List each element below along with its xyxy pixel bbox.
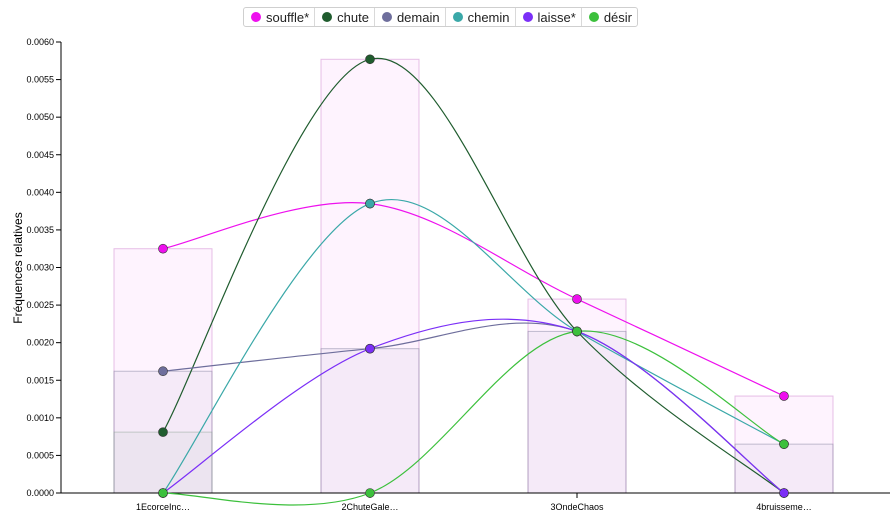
- x-tick-label: 1EcorceInc…: [136, 502, 190, 512]
- series-lines: [162, 57, 785, 506]
- legend-swatch: [251, 12, 261, 22]
- y-tick-label: 0.0035: [26, 225, 54, 235]
- y-axis-title: Fréquences relatives: [11, 212, 25, 323]
- data-point[interactable]: [779, 391, 789, 401]
- y-tick-label: 0.0005: [26, 450, 54, 460]
- series-line: [162, 322, 785, 494]
- y-tick-label: 0.0025: [26, 300, 54, 310]
- legend-label: désir: [603, 9, 632, 25]
- y-tick-label: 0.0060: [26, 37, 54, 47]
- legend-swatch: [588, 12, 599, 22]
- x-axis: 1EcorceInc… 2ChuteGale… 3OndeChaos 4bruisse…: [61, 492, 890, 512]
- y-tick-label: 0.0020: [26, 338, 54, 348]
- x-tick-label: 4bruisseme…: [756, 502, 812, 512]
- y-tick-label: 0.0030: [26, 263, 54, 273]
- data-point[interactable]: [158, 427, 168, 437]
- background-bar: [734, 443, 834, 494]
- data-point[interactable]: [572, 326, 582, 337]
- legend-item[interactable]: chemin: [446, 8, 516, 26]
- legend-item[interactable]: désir: [582, 8, 637, 26]
- legend-label: laisse*: [537, 9, 576, 25]
- x-tick-label: 2ChuteGale…: [341, 502, 398, 512]
- background-bars: [113, 58, 834, 494]
- background-bar: [113, 431, 213, 494]
- chart-legend: souffle* chute demain chemin laisse* désir: [243, 7, 638, 27]
- legend-item[interactable]: souffle*: [244, 8, 316, 26]
- y-axis: 0.0000 0.0005 0.0010 0.0015 0.0020 0.0025 0.00…: [26, 37, 62, 498]
- y-tick-label: 0.0045: [26, 150, 54, 160]
- y-tick-label: 0.0000: [26, 488, 54, 498]
- y-tick-label: 0.0055: [26, 75, 54, 85]
- legend-swatch: [522, 12, 533, 22]
- series-line: [162, 202, 785, 397]
- background-bar: [320, 58, 420, 494]
- legend-item[interactable]: chute: [315, 8, 375, 26]
- legend-item[interactable]: demain: [375, 8, 446, 26]
- background-bar: [527, 330, 627, 494]
- series-line: [162, 330, 785, 506]
- legend-label: souffle*: [266, 9, 310, 25]
- data-point[interactable]: [158, 243, 168, 254]
- y-tick-label: 0.0010: [26, 413, 54, 423]
- legend-swatch: [381, 12, 392, 22]
- data-point[interactable]: [572, 294, 582, 304]
- y-tick-label: 0.0050: [26, 112, 54, 122]
- x-tick-label: 3OndeChaos: [550, 502, 604, 512]
- y-tick-label: 0.0040: [26, 187, 54, 197]
- data-point[interactable]: [158, 366, 168, 377]
- y-tick-label: 0.0015: [26, 375, 54, 385]
- data-point[interactable]: [365, 54, 375, 65]
- series-line: [162, 318, 785, 494]
- data-point[interactable]: [779, 439, 789, 449]
- data-point[interactable]: [365, 488, 375, 498]
- legend-label: chemin: [467, 9, 510, 25]
- background-bar: [320, 348, 420, 494]
- data-point[interactable]: [158, 488, 168, 498]
- legend-swatch: [452, 12, 463, 22]
- series-points: [158, 54, 789, 498]
- legend-label: chute: [337, 9, 369, 25]
- legend-label: demain: [396, 9, 440, 25]
- data-point[interactable]: [365, 343, 375, 354]
- data-point[interactable]: [365, 198, 375, 209]
- series-line: [162, 57, 785, 494]
- series-line: [162, 199, 785, 494]
- legend-item[interactable]: laisse*: [516, 8, 582, 26]
- legend-swatch: [322, 12, 333, 22]
- data-point[interactable]: [779, 488, 789, 498]
